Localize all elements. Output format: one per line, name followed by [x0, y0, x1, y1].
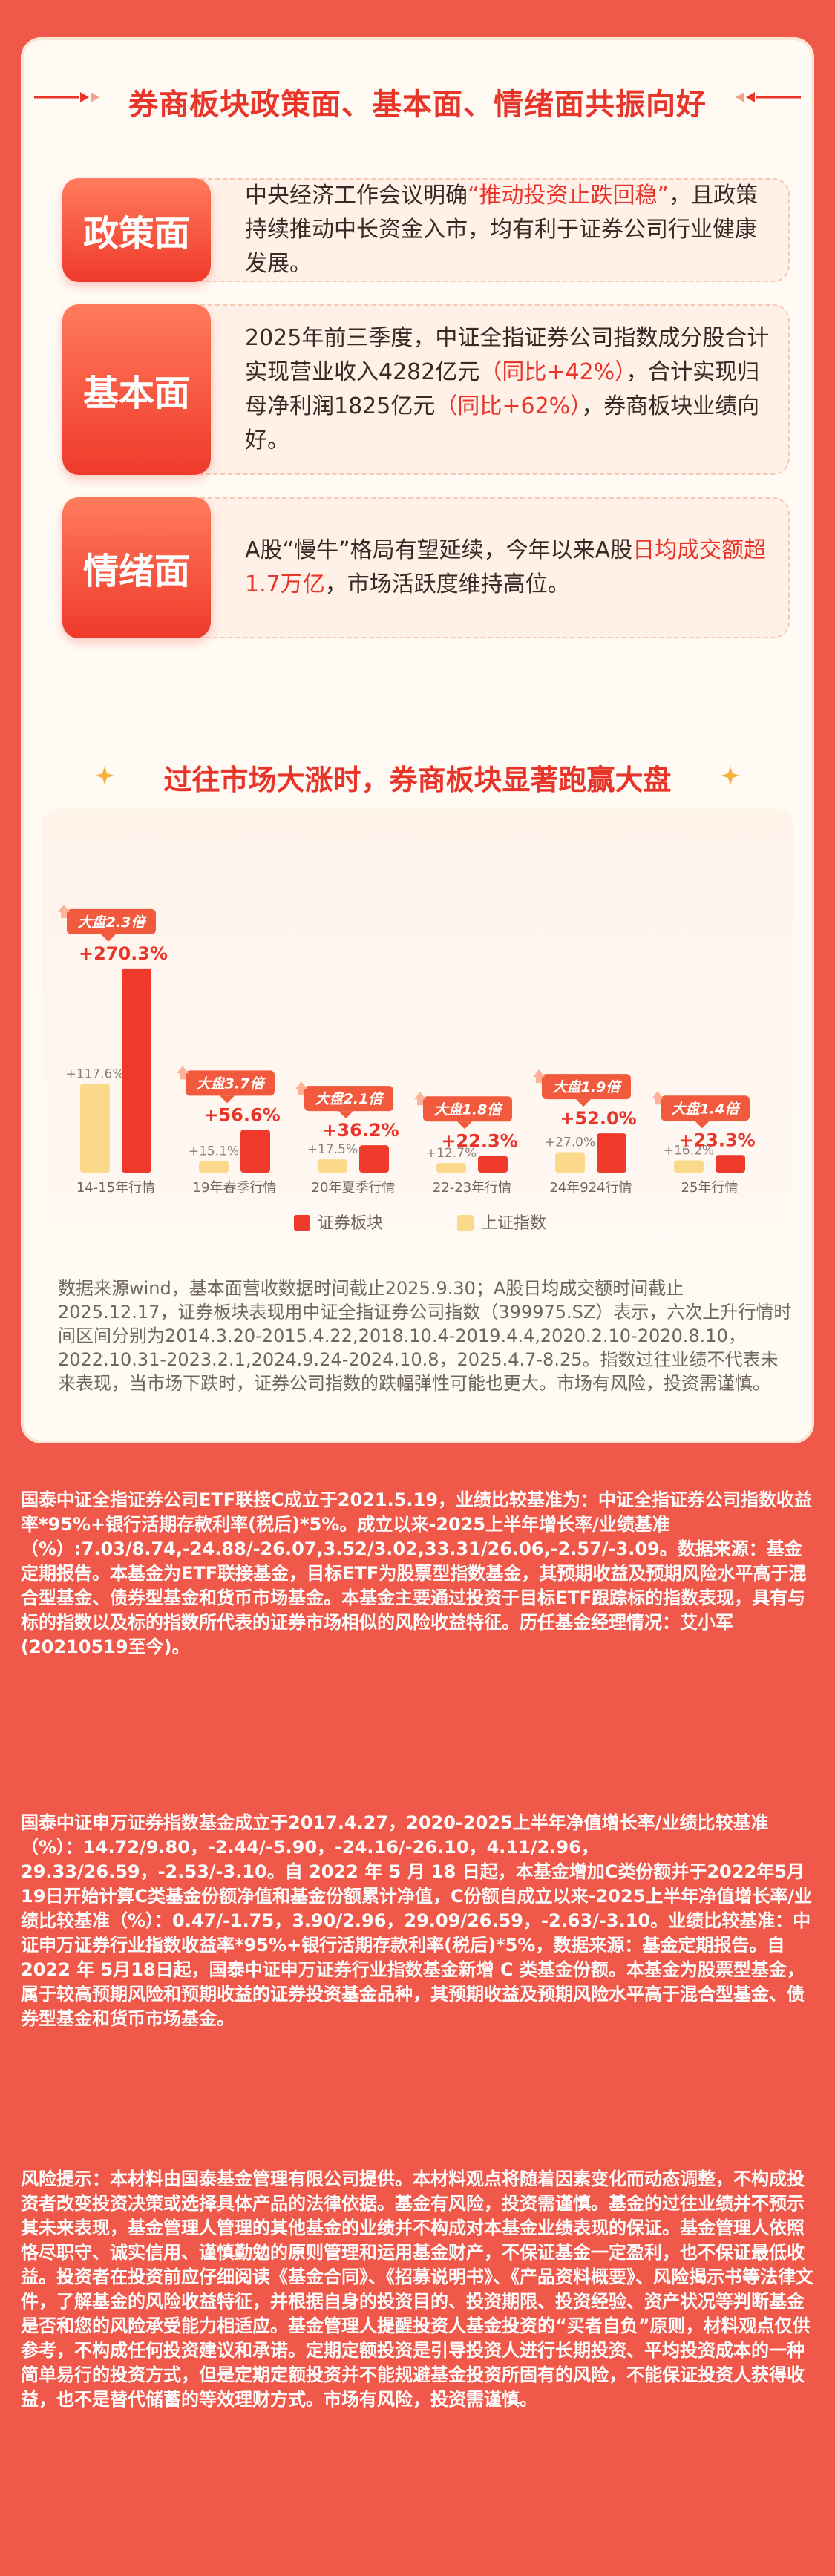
body-text: A股“慢牛”格局有望延续，今年以来A股: [245, 537, 633, 563]
index-bar: [555, 1152, 585, 1173]
index-value-label: +16.2%: [664, 1144, 714, 1158]
summary-card: 券商板块政策面、基本面、情绪面共振向好 中央经济工作会议明确“推动投资止跌回稳”…: [21, 37, 814, 1443]
up-arrow-icon: [652, 1091, 664, 1105]
multiple-badge-label: 大盘3.7倍: [197, 1075, 266, 1092]
chart-panel: +117.6% +270.3% 大盘2.3倍 14-15年行情 +15.1% +56.6%…: [42, 809, 793, 1262]
multiple-badge: [186, 1070, 275, 1096]
category-label: 19年春季行情: [193, 1180, 277, 1196]
badge-pointer-icon: [576, 1099, 591, 1107]
multiple-badge: [661, 1095, 750, 1121]
securities-bar: [240, 1130, 270, 1173]
index-bar: [674, 1160, 704, 1173]
index-value-label: +27.0%: [545, 1135, 595, 1150]
badge-pointer-icon: [220, 1095, 235, 1104]
index-value-label: +17.5%: [307, 1142, 358, 1157]
section-title: 过往市场大涨时，券商板块显著跑赢大盘: [163, 764, 672, 796]
up-arrow-icon: [414, 1092, 426, 1106]
badge-pointer-icon: [457, 1121, 472, 1130]
bar-chart: +117.6% +270.3% 大盘2.3倍 14-15年行情 +15.1% +56.6%…: [50, 904, 784, 1233]
securities-value-label: +270.3%: [79, 943, 168, 964]
fund-disclosure-1: 国泰中证全指证券公司ETF联接C成立于2021.5.19，业绩比较基准为：中证全…: [21, 1489, 812, 1657]
securities-value-label: +36.2%: [322, 1120, 399, 1141]
body-text: 2025年前三季度，中证全指证券公司指数成分股合计实现营业收入4282亿元: [245, 325, 770, 385]
legend-index-swatch: [457, 1215, 474, 1231]
securities-bar: [359, 1145, 389, 1173]
multiple-badge: [542, 1074, 631, 1100]
category-label: 14-15年行情: [76, 1180, 155, 1196]
data-source-note: 数据来源wind，基本面营收数据时间截止2025.9.30；A股日均成交额时间截…: [58, 1278, 792, 1394]
securities-bar: [122, 968, 151, 1173]
index-bar: [199, 1161, 229, 1173]
multiple-badge-label: 大盘1.4倍: [672, 1101, 741, 1117]
securities-value-label: +22.3%: [441, 1130, 517, 1151]
securities-value-label: +56.6%: [203, 1104, 280, 1125]
securities-bar: [478, 1156, 508, 1173]
multiple-badge-label: 大盘1.8倍: [434, 1101, 504, 1118]
category-label: 24年924行情: [549, 1180, 632, 1196]
fundamentals-row: 2025年前三季度，中证全指证券公司指数成分股合计实现营业收入4282亿元（同比…: [62, 304, 790, 475]
body-text: ，合计实现归母净利润1825亿元: [245, 359, 760, 419]
policy-row: 中央经济工作会议明确“推动投资止跌回稳”，且政策持续推动中长资金入市，均有利于证…: [62, 178, 790, 282]
legend-securities-swatch: [294, 1215, 310, 1231]
highlight-text: “推动投资止跌回稳”: [468, 183, 669, 209]
multiple-badge-label: 大盘2.3倍: [78, 914, 148, 931]
multiple-badge: [67, 908, 156, 934]
index-value-label: +15.1%: [189, 1144, 239, 1159]
category-label: 22-23年行情: [433, 1180, 511, 1196]
sparkle-icon: [721, 766, 740, 785]
multiple-badge-label: 大盘1.9倍: [553, 1079, 623, 1095]
arrow-deco-left-icon: [34, 92, 99, 102]
multiple-badge-label: 大盘2.1倍: [315, 1091, 385, 1107]
index-value-label: +117.6%: [65, 1066, 124, 1081]
page-title: 券商板块政策面、基本面、情绪面共振向好: [128, 88, 707, 122]
highlight-text: （同比+42%）: [479, 359, 626, 385]
body-text: ，市场活跃度维持高位。: [324, 571, 570, 597]
sentiment-label: 情绪面: [62, 497, 211, 638]
fundamentals-label: 基本面: [62, 304, 211, 475]
body-text: ，券商板块业绩向好。: [245, 393, 760, 453]
badge-pointer-icon: [338, 1111, 353, 1119]
multiple-badge: [423, 1096, 512, 1122]
policy-label: 政策面: [62, 178, 211, 282]
up-arrow-icon: [295, 1081, 307, 1095]
up-arrow-icon: [58, 904, 70, 918]
body-text: 中央经济工作会议明确: [245, 183, 468, 209]
index-value-label: +12.7%: [426, 1146, 477, 1161]
highlight-text: （同比+62%）: [435, 393, 582, 419]
index-bar: [436, 1163, 466, 1173]
policy-text: 中央经济工作会议明确“推动投资止跌回稳”，且政策持续推动中长资金入市，均有利于证…: [200, 178, 790, 282]
highlight-text: 日均成交额超1.7万亿: [245, 537, 767, 597]
risk-disclosure: 风险提示：本材料由国泰基金管理有限公司提供。本材料观点将随着因素变化而动态调整，…: [21, 2169, 813, 2410]
badge-pointer-icon: [101, 934, 116, 942]
multiple-badge: [304, 1086, 393, 1112]
arrow-deco-right-icon: [736, 92, 801, 102]
index-bar: [318, 1159, 347, 1173]
securities-value-label: +52.0%: [560, 1108, 636, 1129]
category-label: 25年行情: [681, 1180, 739, 1196]
body-text: ，且政策持续推动中长资金入市，均有利于证券公司行业健康发展。: [245, 183, 759, 277]
securities-bar: [597, 1133, 626, 1173]
sparkle-icon: [95, 766, 114, 785]
up-arrow-icon: [177, 1066, 189, 1080]
fundamentals-text: 2025年前三季度，中证全指证券公司指数成分股合计实现营业收入4282亿元（同比…: [200, 304, 790, 475]
legend-index-label: 上证指数: [481, 1214, 546, 1233]
index-bar: [80, 1084, 110, 1173]
up-arrow-icon: [533, 1069, 545, 1084]
sentiment-row: A股“慢牛”格局有望延续，今年以来A股日均成交额超1.7万亿，市场活跃度维持高位…: [62, 497, 790, 638]
securities-value-label: +23.3%: [678, 1130, 755, 1150]
badge-pointer-icon: [695, 1121, 710, 1129]
securities-bar: [716, 1155, 745, 1173]
legend-securities-label: 证券板块: [318, 1214, 383, 1233]
category-label: 20年夏季行情: [312, 1180, 396, 1196]
fund-disclosure-2: 国泰中证申万证券指数基金成立于2017.4.27，2020-2025上半年净值增…: [21, 1812, 813, 2029]
sentiment-text: A股“慢牛”格局有望延续，今年以来A股日均成交额超1.7万亿，市场活跃度维持高位…: [200, 497, 790, 638]
